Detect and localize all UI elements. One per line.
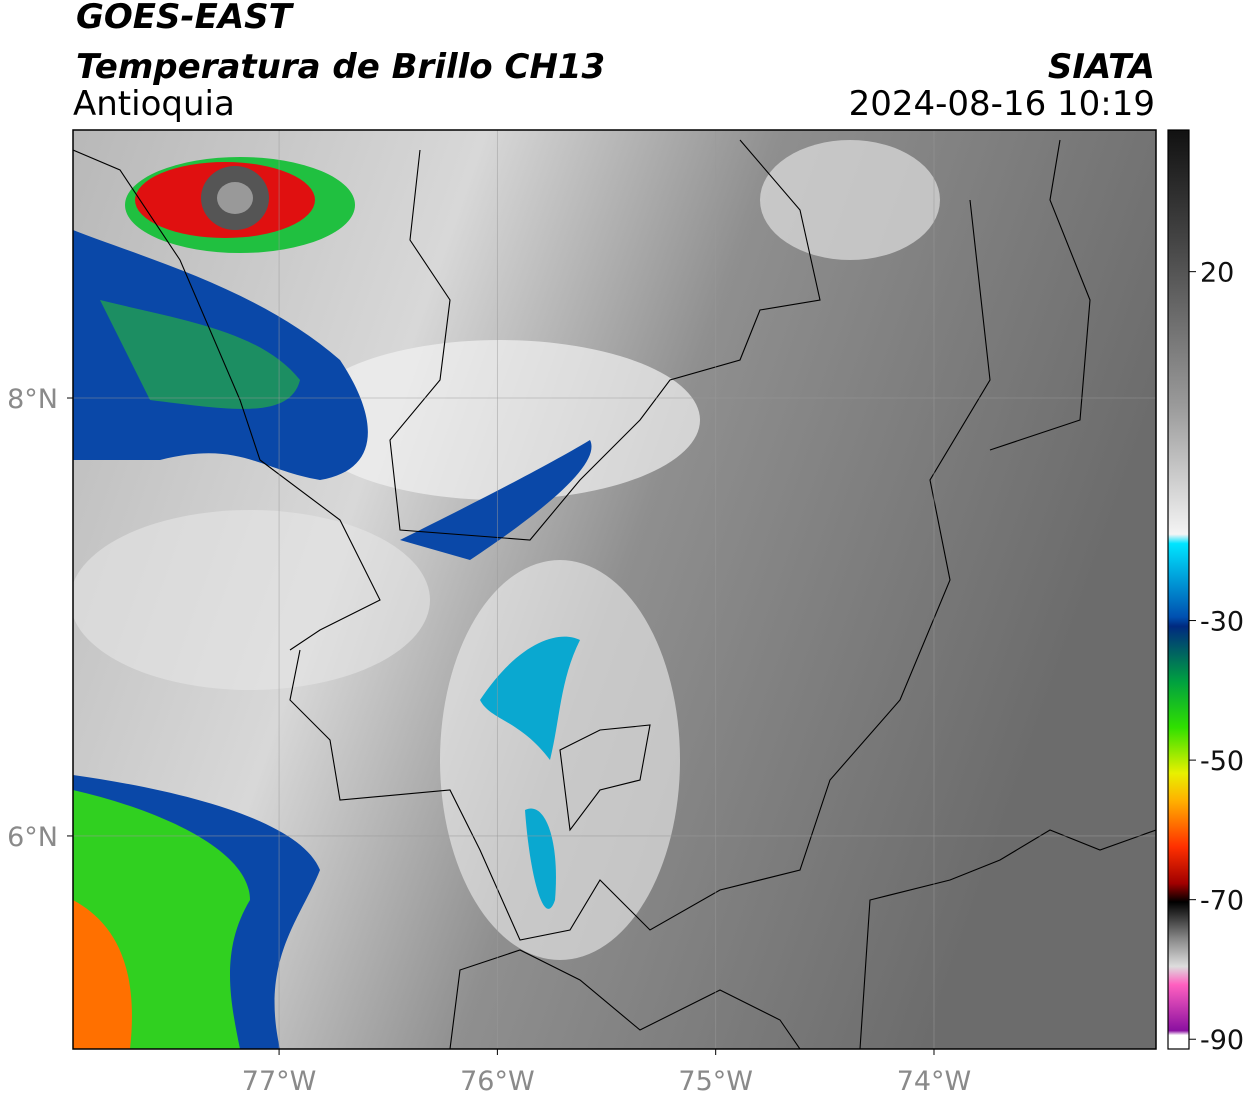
map-frame xyxy=(72,129,1157,1050)
organization: SIATA xyxy=(1048,47,1155,87)
y-tick-label: 6°N xyxy=(7,822,58,853)
satellite-image xyxy=(73,130,1156,1049)
title: Temperatura de Brillo CH13 xyxy=(76,47,605,87)
colorbar-label: -30 xyxy=(1200,607,1244,638)
colorbar-label: 20 xyxy=(1200,258,1234,289)
x-tick-label: 76°W xyxy=(460,1066,535,1097)
x-tick-label: 74°W xyxy=(897,1066,972,1097)
colorbar-label: -50 xyxy=(1200,746,1244,777)
colorbar-label: -70 xyxy=(1200,886,1244,917)
colorbar-label: -90 xyxy=(1200,1025,1244,1056)
subtitle: Antioquia xyxy=(73,84,235,124)
gridlines xyxy=(73,130,1156,1049)
y-tick-label: 8°N xyxy=(7,384,58,415)
x-tick-label: 75°W xyxy=(678,1066,753,1097)
datetime: 2024-08-16 10:19 xyxy=(849,84,1155,124)
title: GOES-EAST xyxy=(76,0,295,37)
x-tick-label: 77°W xyxy=(242,1066,317,1097)
colorbar xyxy=(1167,129,1190,1050)
